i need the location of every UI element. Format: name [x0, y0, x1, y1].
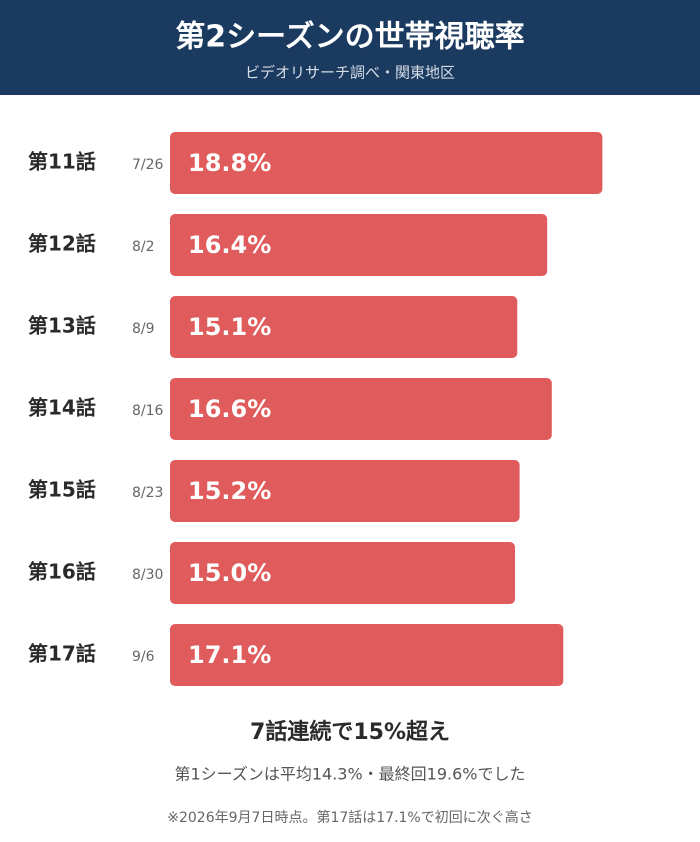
footnote: ※2026年9月7日時点。第17話は17.1%で初回に次ぐ高さ	[167, 809, 532, 826]
date-label: 8/30	[132, 567, 163, 583]
bar	[170, 296, 518, 358]
chart-title: 第2シーズンの世帯視聴率	[175, 20, 524, 55]
note: 第1シーズンは平均14.3%・最終回19.6%でした	[174, 765, 525, 784]
value-label: 15.2%	[188, 477, 271, 505]
date-label: 8/23	[132, 485, 163, 501]
date-label: 7/26	[132, 157, 164, 173]
date-label: 8/9	[132, 321, 155, 337]
value-label: 15.0%	[188, 559, 271, 587]
value-label: 18.8%	[188, 149, 271, 177]
category-label: 第12話	[28, 232, 96, 256]
value-label: 16.6%	[188, 395, 271, 423]
category-label: 第17話	[28, 642, 96, 666]
bar	[170, 624, 564, 686]
date-label: 8/16	[132, 403, 164, 419]
headline: 7話連続で15%超え	[250, 719, 450, 745]
category-label: 第11話	[28, 150, 96, 174]
date-label: 9/6	[132, 649, 155, 665]
bar	[170, 214, 548, 276]
category-label: 第15話	[28, 478, 96, 502]
header-band	[0, 0, 700, 95]
value-label: 17.1%	[188, 641, 271, 669]
value-label: 16.4%	[188, 231, 271, 259]
bar	[170, 460, 520, 522]
bar	[170, 132, 603, 194]
bar	[170, 542, 515, 604]
category-label: 第14話	[28, 396, 96, 420]
category-label: 第16話	[28, 560, 96, 584]
bar	[170, 378, 552, 440]
date-label: 8/2	[132, 239, 155, 255]
value-label: 15.1%	[188, 313, 271, 341]
chart-subtitle: ビデオリサーチ調べ・関東地区	[245, 64, 455, 82]
category-label: 第13話	[28, 314, 96, 338]
